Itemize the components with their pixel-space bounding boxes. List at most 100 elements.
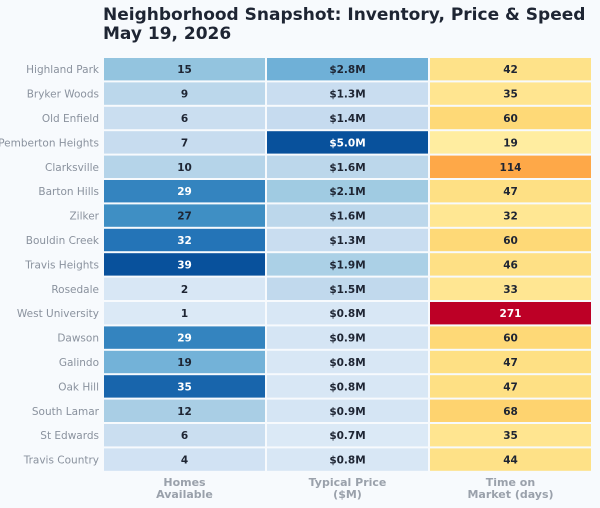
cell-value-label: $2.8M <box>329 64 365 76</box>
cell-value-label: 15 <box>177 64 192 76</box>
heatmap-cell <box>430 277 591 300</box>
cell-value-label: 60 <box>503 333 518 345</box>
cell-value-label: 1 <box>181 308 188 320</box>
heatmap-cell <box>430 350 591 374</box>
cell-value-label: $5.0M <box>329 137 365 149</box>
chart-title: Neighborhood Snapshot: Inventory, Price … <box>103 5 585 44</box>
heatmap-cell <box>104 228 265 252</box>
cell-value-label: 6 <box>181 113 188 125</box>
cell-value-label: 4 <box>181 455 188 467</box>
heatmap-cell <box>430 448 591 471</box>
heatmap-cell <box>430 58 591 81</box>
row-label: Zilker <box>69 211 99 223</box>
heatmap-cell <box>104 302 265 325</box>
cell-value-label: 35 <box>503 89 518 101</box>
row-label: Pemberton Heights <box>0 137 99 149</box>
column-label: Time on <box>486 476 535 489</box>
cell-value-label: $1.4M <box>329 113 365 125</box>
row-label: Bouldin Creek <box>26 235 100 247</box>
cell-value-label: 39 <box>177 259 192 271</box>
heatmap-cell <box>104 82 265 105</box>
row-label: Rosedale <box>51 284 99 296</box>
heatmap-cell <box>430 326 591 349</box>
cell-value-label: 60 <box>503 113 518 125</box>
heatmap-cell <box>104 326 265 349</box>
heatmap-cell <box>267 253 428 276</box>
heatmap-cell <box>267 180 428 203</box>
heatmap-cell <box>104 106 265 130</box>
heatmap-cell <box>104 350 265 374</box>
heatmap-cell <box>104 375 265 398</box>
heatmap-cell <box>267 350 428 374</box>
heatmap-cell <box>104 204 265 227</box>
column-label: ($M) <box>333 488 362 501</box>
cell-value-label: 68 <box>503 406 518 418</box>
heatmap-cell <box>104 399 265 422</box>
row-label: Highland Park <box>26 64 100 76</box>
heatmap-cell <box>267 204 428 227</box>
cell-value-label: 7 <box>181 137 188 149</box>
row-label: Barton Hills <box>38 186 99 198</box>
column-label: Market (days) <box>467 488 553 501</box>
cell-value-label: $1.9M <box>329 259 365 271</box>
cell-value-label: 35 <box>177 381 192 393</box>
heatmap-cell <box>104 253 265 276</box>
cell-value-label: 9 <box>181 89 188 101</box>
heatmap-cell <box>104 58 265 81</box>
heatmap-cell <box>430 375 591 398</box>
row-label: Dawson <box>57 333 99 345</box>
cell-value-label: 47 <box>503 381 518 393</box>
heatmap-cell <box>104 180 265 203</box>
column-label: Typical Price <box>309 476 387 489</box>
cell-value-label: $1.5M <box>329 284 365 296</box>
cell-value-label: 114 <box>500 162 522 174</box>
cell-value-label: 271 <box>500 308 522 320</box>
heatmap-cell <box>430 228 591 252</box>
heatmap-cell <box>430 253 591 276</box>
heatmap-cell <box>430 424 591 447</box>
column-label: Homes <box>163 476 206 489</box>
cell-value-label: 6 <box>181 430 188 442</box>
heatmap-cell <box>267 58 428 81</box>
row-label: St Edwards <box>40 430 99 442</box>
heatmap-cell <box>104 277 265 300</box>
cell-value-label: 44 <box>503 455 518 467</box>
cell-value-label: 10 <box>177 162 192 174</box>
row-label: Bryker Woods <box>27 89 99 101</box>
heatmap-cell <box>267 155 428 178</box>
chart-title-line: May 19, 2026 <box>103 24 231 44</box>
cell-value-label: $0.8M <box>329 357 365 369</box>
heatmap-cell <box>267 375 428 398</box>
cell-value-label: 29 <box>177 333 192 345</box>
cell-value-label: 47 <box>503 357 518 369</box>
heatmap-cell <box>267 399 428 422</box>
row-label: Clarksville <box>45 162 99 174</box>
cell-value-label: 2 <box>181 284 188 296</box>
cell-value-label: 32 <box>177 235 192 247</box>
row-label: Old Enfield <box>42 113 99 125</box>
heatmap-cell <box>104 448 265 471</box>
chart-title-line: Neighborhood Snapshot: Inventory, Price … <box>103 5 585 25</box>
row-label: South Lamar <box>32 406 100 418</box>
heatmap-cell <box>430 155 591 178</box>
cell-value-label: 42 <box>503 64 518 76</box>
heatmap-cell <box>430 131 591 154</box>
heatmap-cell <box>267 302 428 325</box>
cell-value-label: $1.3M <box>329 235 365 247</box>
cell-value-label: 29 <box>177 186 192 198</box>
cell-value-label: $0.8M <box>329 381 365 393</box>
cell-value-label: 60 <box>503 235 518 247</box>
cell-value-label: $1.6M <box>329 162 365 174</box>
cell-value-label: $1.3M <box>329 89 365 101</box>
heatmap-cell <box>104 424 265 447</box>
row-label: Travis Country <box>23 455 99 467</box>
cell-value-label: $2.1M <box>329 186 365 198</box>
cell-value-label: 47 <box>503 186 518 198</box>
heatmap-cell <box>430 106 591 130</box>
cell-value-label: $0.8M <box>329 308 365 320</box>
heatmap-cell <box>267 448 428 471</box>
heatmap-cell <box>267 106 428 130</box>
heatmap-cell <box>267 82 428 105</box>
cell-value-label: 32 <box>503 211 518 223</box>
